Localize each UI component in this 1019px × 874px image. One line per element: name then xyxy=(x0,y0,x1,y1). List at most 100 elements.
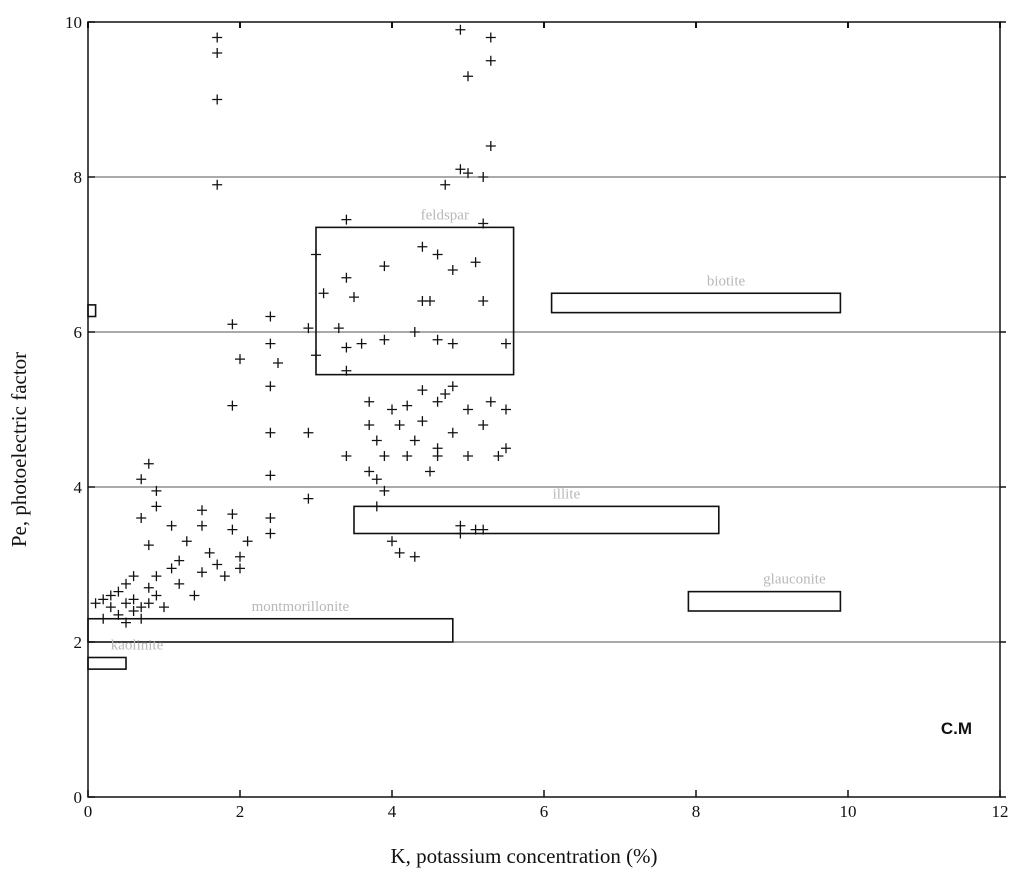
data-point-28 xyxy=(265,311,276,322)
data-point-60 xyxy=(371,435,382,446)
data-point-86 xyxy=(136,513,147,523)
data-point-11 xyxy=(478,172,489,182)
data-point-39 xyxy=(311,350,321,361)
data-point-107 xyxy=(113,586,124,597)
data-point-90 xyxy=(265,528,276,539)
data-point-115 xyxy=(90,598,101,609)
x-axis-ticks: 0 2 4 6 8 10 12 xyxy=(84,22,1009,821)
data-point-96 xyxy=(174,555,185,566)
data-point-124 xyxy=(387,536,397,547)
data-point-56 xyxy=(394,420,405,430)
data-point-45 xyxy=(440,389,451,399)
data-point-101 xyxy=(219,571,230,582)
data-point-121 xyxy=(98,613,109,624)
data-point-74 xyxy=(371,474,382,485)
y-tick-label-4: 8 xyxy=(74,168,83,187)
data-point-89 xyxy=(227,524,238,535)
data-point-0 xyxy=(212,32,223,43)
data-point-41 xyxy=(273,358,283,368)
data-point-118 xyxy=(105,602,116,613)
mineral-zone-6 xyxy=(87,656,127,670)
data-point-99 xyxy=(166,563,177,574)
data-point-27 xyxy=(227,319,238,330)
y-tick-label-1: 2 xyxy=(74,633,83,652)
data-point-15 xyxy=(311,249,321,260)
data-point-23 xyxy=(349,292,359,303)
data-point-97 xyxy=(212,559,223,570)
y-tick-label-0: 0 xyxy=(74,788,83,807)
data-point-73 xyxy=(364,466,375,477)
mineral-zone-label-5: glauconite xyxy=(763,572,826,588)
data-point-64 xyxy=(501,443,511,454)
chart-annotation: C.M xyxy=(941,719,972,738)
data-point-100 xyxy=(197,567,207,578)
data-point-61 xyxy=(409,435,420,446)
x-tick-label-3: 6 xyxy=(540,802,549,821)
data-point-83 xyxy=(197,505,207,516)
data-point-91 xyxy=(242,536,253,547)
data-point-10 xyxy=(463,168,473,179)
data-point-84 xyxy=(227,509,238,520)
y-tick-label-5: 10 xyxy=(65,13,82,32)
x-tick-label-2: 4 xyxy=(388,802,397,821)
data-point-22 xyxy=(318,288,329,299)
data-point-40 xyxy=(341,342,352,353)
data-point-8 xyxy=(485,141,496,151)
data-point-67 xyxy=(341,451,352,461)
data-point-43 xyxy=(265,381,276,392)
data-point-21 xyxy=(341,272,352,283)
data-point-105 xyxy=(121,578,131,589)
x-tick-label-4: 8 xyxy=(692,802,701,821)
data-point-12 xyxy=(440,179,451,190)
y-axis-ticks: 0 2 4 6 8 10 xyxy=(65,13,1006,807)
mineral-zone-1 xyxy=(315,226,515,376)
data-point-130 xyxy=(470,524,481,535)
data-point-9 xyxy=(455,164,466,175)
x-axis-title: K, potassium concentration (%) xyxy=(390,844,657,868)
mineral-zone-2 xyxy=(550,292,842,314)
data-point-36 xyxy=(447,338,458,349)
data-point-49 xyxy=(364,396,375,407)
data-point-52 xyxy=(432,396,443,407)
data-point-51 xyxy=(402,400,413,411)
data-point-87 xyxy=(166,520,177,531)
data-point-88 xyxy=(197,520,207,531)
data-point-109 xyxy=(151,590,162,601)
data-point-54 xyxy=(501,404,511,415)
data-point-26 xyxy=(478,296,489,306)
data-point-111 xyxy=(128,594,139,605)
data-point-94 xyxy=(204,547,215,558)
data-point-38 xyxy=(235,354,245,365)
x-tick-label-6: 12 xyxy=(992,802,1009,821)
data-point-95 xyxy=(235,551,245,562)
data-point-42 xyxy=(341,365,352,376)
data-point-108 xyxy=(189,590,200,601)
data-point-98 xyxy=(235,563,245,574)
data-point-48 xyxy=(227,400,238,411)
data-point-129 xyxy=(455,528,466,539)
data-point-5 xyxy=(485,32,496,43)
mineral-zone-label-4: montmorillonite xyxy=(252,599,350,615)
data-point-82 xyxy=(151,501,162,512)
data-point-46 xyxy=(447,381,458,392)
data-point-13 xyxy=(341,214,352,225)
data-point-44 xyxy=(417,385,428,396)
data-point-119 xyxy=(128,606,139,616)
data-point-110 xyxy=(105,590,116,601)
data-point-70 xyxy=(432,451,443,461)
data-point-116 xyxy=(159,602,169,613)
data-point-63 xyxy=(463,451,473,461)
data-point-106 xyxy=(143,582,154,593)
y-tick-label-3: 6 xyxy=(74,323,83,342)
data-point-77 xyxy=(371,501,382,512)
data-point-72 xyxy=(265,470,276,481)
data-point-69 xyxy=(402,451,413,461)
data-point-123 xyxy=(121,617,131,628)
mineral-zone-label-6: kaolinite xyxy=(111,638,164,654)
data-point-75 xyxy=(425,466,435,477)
data-point-3 xyxy=(212,179,223,190)
data-point-76 xyxy=(379,485,390,496)
y-tick-label-2: 4 xyxy=(74,478,83,497)
data-point-104 xyxy=(174,578,185,589)
